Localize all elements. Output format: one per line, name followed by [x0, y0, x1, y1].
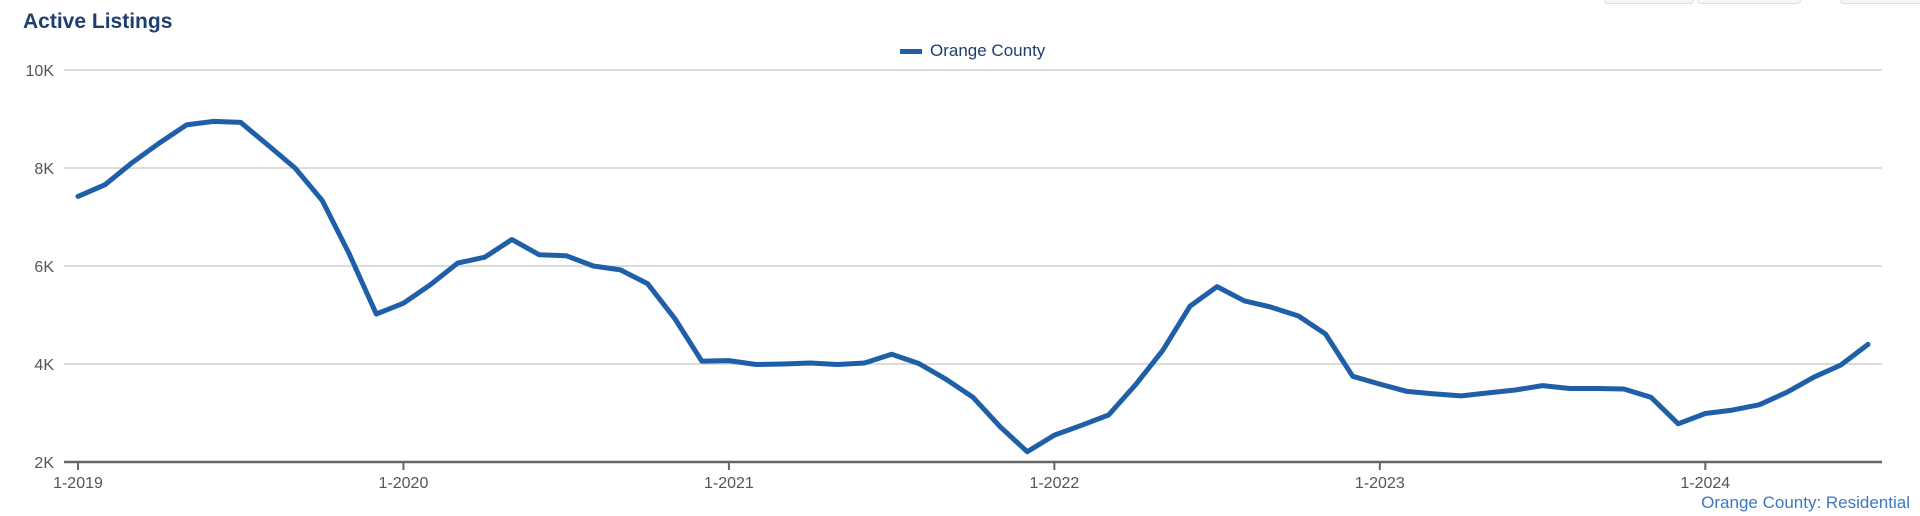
- y-tick-label: 4K: [34, 357, 54, 374]
- x-tick-label: 1-2023: [1355, 475, 1405, 492]
- x-tick-label: 1-2022: [1029, 475, 1079, 492]
- legend-swatch: [900, 48, 922, 54]
- chart-title: Active Listings: [23, 10, 173, 33]
- y-tick-label: 8K: [34, 161, 54, 178]
- y-tick-label: 6K: [34, 259, 54, 276]
- y-tick-label: 10K: [26, 63, 55, 80]
- x-tick-label: 1-2019: [53, 475, 103, 492]
- chart-legend[interactable]: Orange County: [900, 41, 1045, 61]
- x-tick-label: 1-2021: [704, 475, 754, 492]
- x-tick-label: 1-2020: [379, 475, 429, 492]
- source-label: Orange County: Residential: [1701, 493, 1910, 512]
- x-tick-label: 1-2024: [1680, 475, 1730, 492]
- legend-label: Orange County: [930, 41, 1046, 60]
- y-tick-label: 2K: [34, 455, 54, 472]
- series-line-orange-county[interactable]: [75, 118, 1871, 455]
- toolbar-button[interactable]: [1840, 0, 1920, 4]
